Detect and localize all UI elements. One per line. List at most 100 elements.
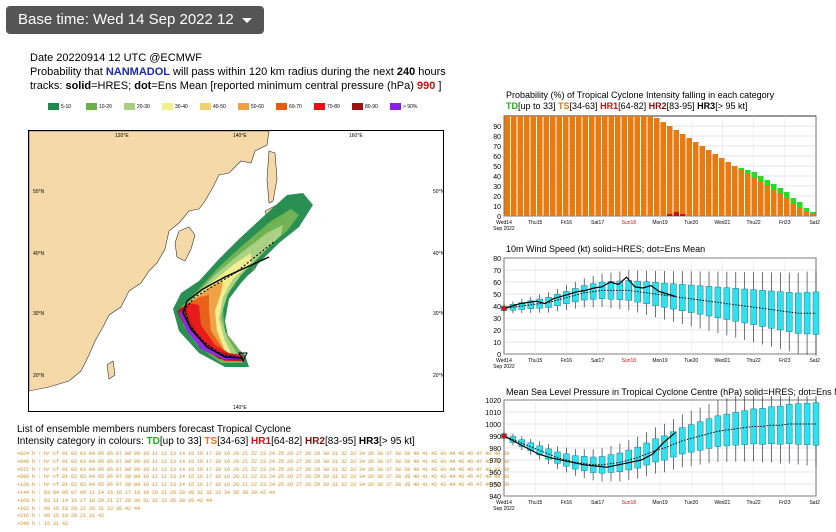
taiwan: [106, 360, 116, 380]
prob-bar-td: [738, 168, 744, 170]
ens-box: [634, 446, 641, 469]
legend-color: [390, 103, 401, 110]
prob-bar-ts: [764, 186, 770, 216]
svg-text:120°E: 120°E: [115, 133, 129, 139]
prob-bar-ts: [810, 214, 816, 216]
prob-bar-ts: [511, 116, 517, 216]
y-tick-label: 1010: [485, 410, 501, 417]
x-tick-label: Thu22: [747, 220, 761, 226]
ensemble-row: +024 h : hr cf 01 02 03 04 05 06 07 08 0…: [17, 451, 510, 457]
y-tick-label: 80: [493, 256, 501, 263]
prob-bar-ts: [777, 194, 783, 216]
svg-text:50°N: 50°N: [33, 189, 45, 195]
y-tick-label: 0: [497, 352, 501, 359]
y-tick-label: 970: [489, 458, 501, 465]
x-tick-label: Thu15: [528, 220, 542, 226]
asia-mainland: [28, 130, 270, 392]
ens-box: [741, 410, 748, 445]
svg-text:40°N: 40°N: [433, 251, 443, 257]
ens-mean-line: [503, 423, 816, 466]
x-tick-label: Fri16: [561, 500, 573, 506]
prob-bar-ts: [504, 116, 510, 216]
y-tick-label: 90: [493, 124, 501, 131]
ens-box: [732, 412, 739, 446]
prob-bar-ts: [693, 142, 699, 216]
prob-bar-td: [777, 188, 783, 194]
y-tick-label: 70: [493, 268, 501, 275]
x-tick-label: Thu15: [528, 358, 542, 364]
y-tick-label: 40: [493, 174, 501, 181]
prob-bar-ts: [589, 116, 595, 216]
x-tick-label: Fri16: [561, 220, 573, 226]
ensemble-row: +120 h : hr cf 01 02 03 04 05 06 07 08 0…: [17, 482, 510, 489]
hres-track: [182, 256, 270, 359]
base-time-dropdown[interactable]: Base time: Wed 14 Sep 2022 12 UTC: [6, 6, 264, 56]
legend-swatch: 20-30: [124, 103, 157, 110]
ens-box: [643, 442, 650, 466]
ens-box: [696, 421, 704, 451]
prob-bar-ts: [641, 116, 647, 216]
prob-bar-td: [751, 172, 757, 178]
y-tick-label: 950: [489, 482, 501, 489]
prob-bar-ts: [524, 116, 530, 216]
ensemble-list-title: List of ensemble members numbers forecas…: [17, 424, 292, 435]
prob-bar-ts: [771, 190, 777, 216]
y-tick-label: 20: [493, 194, 501, 201]
legend-label: 10-20: [99, 103, 112, 110]
y-tick-label: 990: [489, 434, 501, 441]
intensity-legend: Intensity category in colours: TD[up to …: [17, 436, 415, 447]
prob-bar-hr1: [680, 214, 686, 216]
prob-bar-td: [803, 208, 809, 212]
legend-label: 20-30: [137, 103, 150, 110]
x-tick-label-sub: Sep 2022: [493, 364, 515, 370]
prob-panel-legend: TD[up to 33] TS[34-63] HR1[64-82] HR2[83…: [506, 101, 748, 111]
prob-bar-ts: [732, 166, 738, 216]
lon-labels: 120°E 140°E 160°E 140°E: [115, 133, 363, 411]
prob-bar-ts: [784, 198, 790, 216]
legend-label: > 90%: [403, 103, 418, 110]
legend-label: 60-70: [289, 103, 302, 110]
hres-line: [503, 276, 676, 309]
prob-bar-ts: [634, 116, 640, 216]
legend-color: [162, 103, 173, 110]
prob-bar-hr1: [673, 212, 679, 216]
pressure-value: 990: [416, 80, 436, 92]
legend-label: 70-80: [327, 103, 340, 110]
prob-bar-ts: [530, 116, 536, 216]
ensemble-row: +168 h : 03 11 14 15 17 18 20 21 27 28 3…: [17, 497, 213, 504]
svg-text:40°N: 40°N: [33, 251, 45, 257]
y-tick-label: 50: [493, 292, 501, 299]
x-tick-label: Tue20: [684, 500, 698, 506]
svg-text:20°N: 20°N: [433, 373, 443, 379]
legend-color: [124, 103, 135, 110]
y-tick-label: 30: [493, 316, 501, 323]
prob-bar-ts: [615, 116, 621, 216]
storm-name: NANMADOL: [105, 66, 170, 78]
x-tick-label-sub: Sep 2022: [493, 226, 515, 232]
x-tick-label: Wed21: [715, 220, 731, 226]
ens-box: [750, 408, 757, 445]
prob-bar-ts: [654, 118, 660, 216]
legend-swatch: 70-80: [314, 103, 347, 110]
storm-marker: [238, 352, 248, 363]
mslp-panel-title: Mean Sea Level Pressure in Tropical Cycl…: [506, 387, 836, 397]
legend-label: 40-50: [213, 103, 226, 110]
legend-swatch: 10-20: [86, 103, 119, 110]
prob-bar-ts: [719, 158, 725, 216]
x-tick-label: Sat24: [809, 358, 820, 364]
ens-box: [812, 402, 820, 446]
x-tick-label: Wed21: [715, 500, 731, 506]
x-tick-label: Mon19: [652, 500, 668, 506]
svg-text:140°E: 140°E: [233, 133, 247, 139]
prob-bar-ts: [751, 178, 757, 216]
prob-bar-ts: [660, 122, 666, 216]
prob-bar-td: [790, 198, 796, 204]
y-tick-label: 960: [489, 470, 501, 477]
y-tick-label: 1020: [485, 398, 501, 405]
y-tick-label: 50: [493, 164, 501, 171]
prob-bar-ts: [673, 130, 679, 216]
ensemble-row: +192 h : 09 15 18 20 21 28 31 33 38 42 4…: [17, 505, 141, 512]
legend-label: 5-10: [61, 103, 72, 110]
